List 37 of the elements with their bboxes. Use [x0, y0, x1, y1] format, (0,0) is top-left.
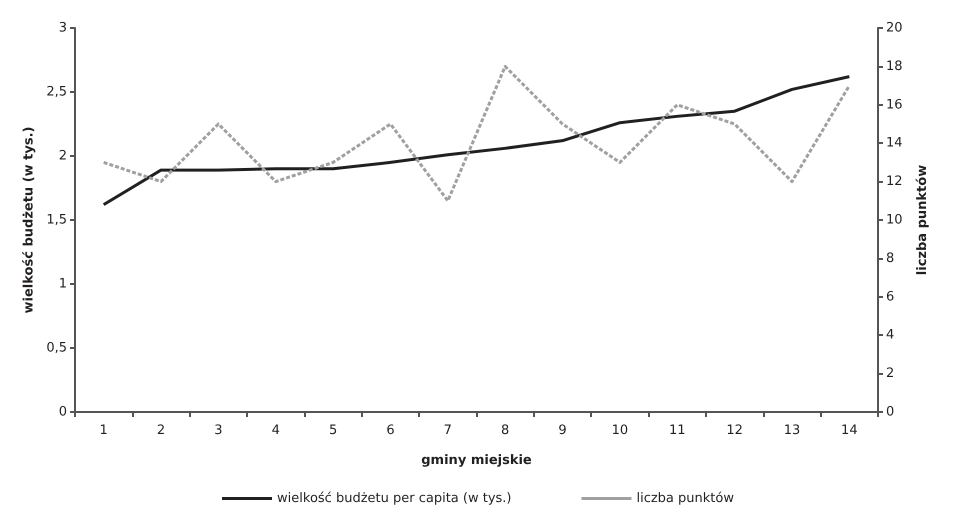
y2-tick-label: 2: [886, 366, 894, 382]
y-tick-label: 1,5: [46, 212, 67, 228]
y-tick-label: 0,5: [46, 340, 67, 356]
y2-tick-label: 8: [886, 250, 894, 266]
y2-tick-label: 0: [886, 404, 894, 420]
x-tick-label: 2: [156, 423, 166, 438]
x-tick-label: 12: [726, 423, 743, 438]
legend-label: liczba punktów: [636, 491, 734, 506]
y-tick-label: 3: [58, 20, 67, 36]
x-tick-label: 9: [558, 423, 567, 438]
x-tick-label: 14: [841, 423, 858, 438]
legend-label: wielkość budżetu per capita (w tys.): [277, 491, 512, 506]
y2-tick-label: 20: [886, 20, 903, 36]
y2-axis-title: liczba punktów: [915, 164, 930, 276]
x-tick-label: 7: [444, 423, 452, 438]
x-axis-title: gminy miejskie: [421, 453, 532, 468]
y-tick-label: 2: [58, 148, 67, 164]
y-tick-label: 0: [58, 404, 67, 420]
x-tick-label: 1: [100, 423, 108, 438]
y2-tick-label: 12: [886, 174, 903, 190]
y-tick-label: 1: [58, 276, 67, 292]
x-tick-label: 10: [612, 423, 628, 438]
y2-tick-label: 10: [886, 212, 903, 228]
y2-tick-label: 14: [886, 136, 903, 151]
y2-tick-label: 4: [886, 328, 894, 343]
x-tick-label: 13: [784, 423, 800, 438]
y2-tick-label: 6: [886, 289, 894, 304]
x-tick-label: 4: [272, 423, 280, 438]
y-axis-title: wielkość budżetu (w tys.): [21, 126, 36, 314]
x-tick-label: 3: [214, 423, 223, 438]
x-tick-label: 11: [668, 423, 686, 438]
x-tick-label: 6: [386, 423, 395, 438]
y-tick-label: 2,5: [46, 84, 67, 100]
y2-tick-label: 18: [886, 58, 903, 74]
y2-tick-label: 16: [886, 97, 903, 112]
x-tick-label: 8: [501, 423, 510, 438]
x-tick-label: 5: [328, 423, 338, 438]
